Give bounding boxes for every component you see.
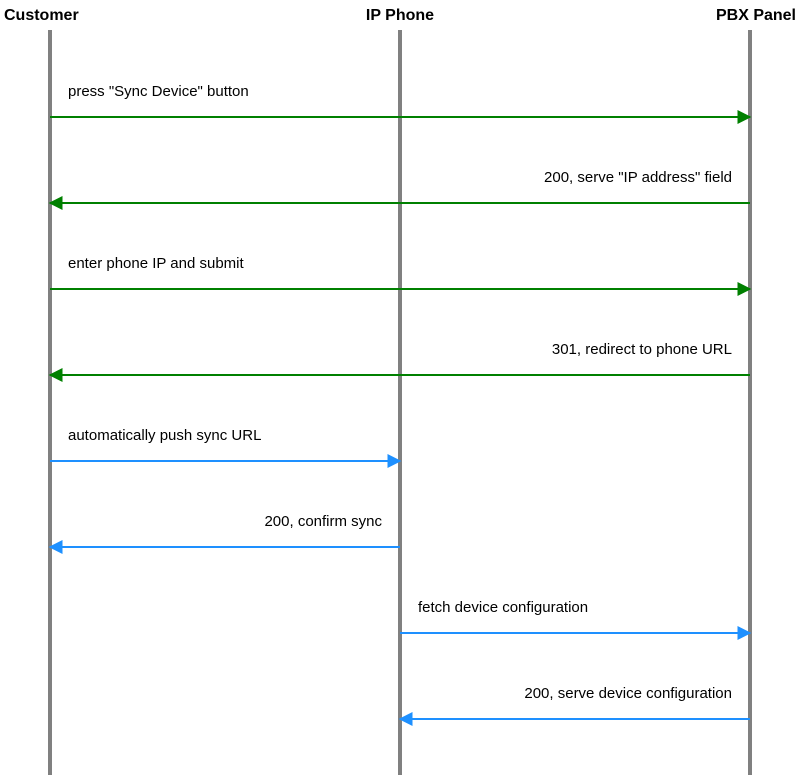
message-label-5: 200, confirm sync (264, 513, 382, 530)
message-label-0: press "Sync Device" button (68, 83, 249, 100)
participant-label-ipphone: IP Phone (366, 7, 434, 24)
participant-label-customer: Customer (4, 7, 79, 24)
message-label-7: 200, serve device configuration (524, 685, 732, 702)
message-label-1: 200, serve "IP address" field (544, 169, 732, 186)
message-label-6: fetch device configuration (418, 599, 588, 616)
message-label-2: enter phone IP and submit (68, 255, 245, 272)
sequence-diagram: Customer IP Phone PBX Panel press "Sync Dev… (0, 0, 800, 779)
message-label-4: automatically push sync URL (68, 427, 261, 444)
message-label-3: 301, redirect to phone URL (552, 341, 732, 358)
participant-label-pbx: PBX Panel (716, 7, 796, 24)
